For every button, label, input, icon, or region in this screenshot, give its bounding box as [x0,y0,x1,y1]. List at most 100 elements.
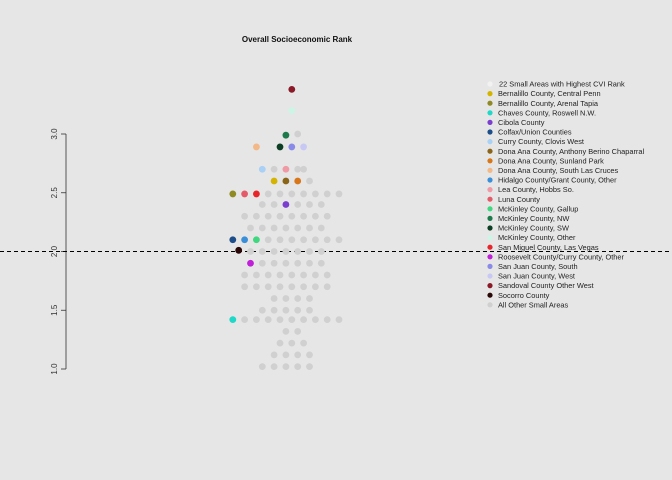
data-point-other [300,190,307,198]
data-point-other [282,306,290,314]
legend-label: Hidalgo County/Grant County, Other [498,176,617,185]
data-point-other [306,248,313,255]
data-point-other [335,190,343,198]
data-point-other [294,328,302,335]
legend-label: McKinley County, NW [498,214,569,223]
legend-marker [487,225,493,231]
data-point-other [288,236,296,244]
legend-marker [487,235,493,241]
data-point-other [294,351,302,359]
data-point-other [317,201,325,208]
legend-marker [487,129,493,135]
data-point-other [276,236,284,244]
data-point-other [294,259,302,267]
data-point-other [335,316,343,324]
data-point-other [294,248,302,255]
data-point-other [282,224,290,232]
highlighted-points [229,85,307,324]
data-point-highlighted [294,177,302,185]
data-point-other [317,259,325,267]
data-point-other [282,259,290,267]
legend-marker [487,244,493,250]
legend-marker [487,283,493,289]
data-point-other [253,212,260,220]
data-point-other [270,306,278,314]
legend-label: Lea County, Hobbs So. [498,185,574,194]
data-point-other [282,248,290,255]
legend-label: San Juan County, South [498,262,578,271]
data-point-other [294,224,302,232]
data-point-other [270,248,278,255]
y-tick-label: 3.0 [50,128,59,140]
data-point-other [306,177,313,185]
data-point-other [253,283,260,291]
data-point-other [288,271,296,279]
legend-marker [487,292,493,298]
data-point-other [300,283,307,291]
data-point-other [288,212,296,220]
data-point-highlighted [229,236,237,244]
legend-marker [487,187,493,193]
data-point-other [282,295,290,302]
data-point-other [323,190,331,198]
data-point-other [294,165,302,173]
data-point-other [270,224,278,232]
data-point-other [241,316,249,324]
data-point-other [294,363,302,371]
data-point-other [323,236,331,244]
data-point-other [270,295,278,302]
legend-label: Bernalillo County, Arenal Tapia [498,99,599,108]
data-point-other [306,363,313,371]
data-point-other [270,351,278,359]
data-point-other [270,201,278,208]
legend-marker [487,196,493,202]
data-point-other [294,201,302,208]
legend-label: Chaves County, Roswell N.W. [498,108,596,117]
data-point-highlighted [235,246,243,254]
data-point-highlighted [288,85,296,93]
data-point-highlighted [282,131,290,139]
data-point-other [323,283,331,291]
data-point-other [258,224,266,232]
y-tick-label: 1.0 [50,363,59,375]
chart-title: Overall Socioeconomic Rank [242,35,353,44]
legend-label: Socorro County [498,291,550,300]
legend-label: Luna County [498,195,540,204]
data-point-highlighted [288,143,296,151]
data-point-other [335,236,343,244]
data-point-highlighted [300,143,307,151]
data-point-other [306,259,313,267]
data-point-highlighted [258,165,266,173]
data-point-other [264,212,272,220]
data-point-other [300,316,307,324]
legend-label: Roosevelt County/Curry County, Other [498,252,625,261]
data-point-other [306,224,313,232]
legend-label: Dona Ana County, South Las Cruces [498,166,619,175]
data-point-other [258,259,266,267]
data-point-other [300,236,307,244]
data-point-other [276,339,284,347]
data-point-highlighted [270,177,278,185]
data-point-other [323,316,331,324]
data-point-highlighted [282,165,290,173]
data-point-other [300,339,307,347]
data-point-other [270,259,278,267]
legend-label: San Juan County, West [498,272,575,281]
legend: 22 Small Areas with Highest CVI RankBern… [487,80,644,309]
legend-marker [487,273,493,279]
data-point-other [276,271,284,279]
legend-marker [487,139,493,145]
data-point-other [282,351,290,359]
data-point-other [264,236,272,244]
data-point-other [264,316,272,324]
legend-label: Curry County, Clovis West [498,137,584,146]
data-point-other [241,271,249,279]
legend-title-symbol [487,81,493,87]
data-point-other [312,316,319,324]
y-tick-label: 2.5 [50,187,59,199]
data-point-other [253,271,260,279]
data-point-other [317,248,325,255]
data-point-highlighted [282,177,290,185]
data-point-other [300,271,307,279]
